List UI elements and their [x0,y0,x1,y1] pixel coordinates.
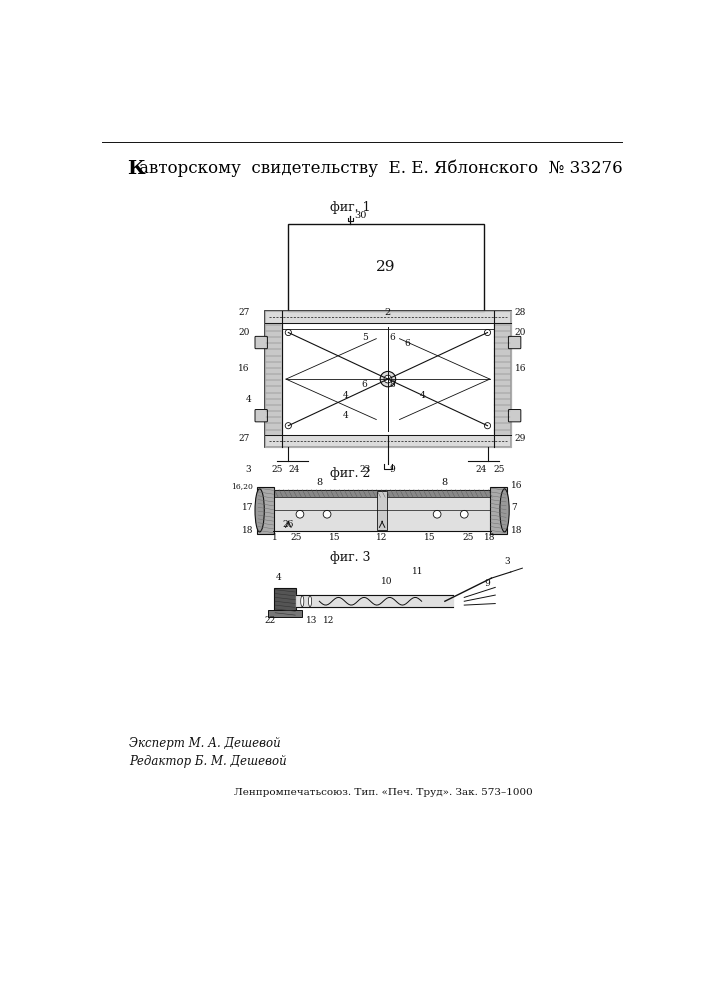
Text: 8: 8 [442,478,448,487]
Text: фиг. 1: фиг. 1 [330,201,370,214]
Circle shape [380,371,396,387]
Text: 1: 1 [271,533,277,542]
Text: 20: 20 [238,328,250,337]
Text: 13: 13 [306,616,317,625]
Circle shape [460,510,468,518]
Text: 4: 4 [420,391,426,400]
Text: 17: 17 [242,503,253,512]
Text: 4: 4 [245,395,251,404]
Circle shape [433,510,441,518]
Circle shape [296,510,304,518]
Text: 5: 5 [362,333,368,342]
FancyBboxPatch shape [508,336,521,349]
Text: фиг. 3: фиг. 3 [330,551,370,564]
Text: 9: 9 [389,465,395,474]
Circle shape [384,375,392,383]
Circle shape [484,423,491,429]
Text: 18: 18 [510,526,522,535]
Text: 23: 23 [359,465,370,474]
Bar [273,490,491,497]
Text: 15: 15 [329,533,341,542]
Text: 9: 9 [484,579,491,588]
Text: Редактор Б. М. Дешевой: Редактор Б. М. Дешевой [129,755,286,768]
Text: 6: 6 [389,333,395,342]
Text: 8: 8 [316,478,322,487]
Bar [288,224,484,311]
Text: 10: 10 [381,577,392,586]
Text: 11: 11 [412,567,423,576]
Ellipse shape [308,596,312,607]
Text: К: К [127,160,145,178]
Text: 4: 4 [342,411,348,420]
Text: 16: 16 [510,481,522,490]
Text: 25: 25 [291,533,302,542]
Text: 3: 3 [245,465,251,474]
Text: 27: 27 [238,434,250,443]
Circle shape [285,329,291,336]
FancyBboxPatch shape [255,336,267,349]
Text: 25: 25 [462,533,474,542]
Text: авторскому  свидетельству  Е. Е. Яблонского  № 33276: авторскому свидетельству Е. Е. Яблонског… [139,160,622,177]
Text: 18: 18 [242,526,253,535]
Text: 20: 20 [515,328,526,337]
Bar [268,610,303,617]
Text: 7: 7 [510,503,517,512]
Text: 24: 24 [289,465,300,474]
Text: 18: 18 [484,533,496,542]
Circle shape [323,510,331,518]
Circle shape [484,329,491,336]
Text: 12: 12 [376,533,387,542]
Bar [265,311,510,447]
FancyBboxPatch shape [508,410,521,422]
Text: 16: 16 [238,364,250,373]
Text: 4: 4 [342,391,348,400]
Text: 30: 30 [354,211,366,220]
Circle shape [285,423,291,429]
Text: 4: 4 [275,573,281,582]
Text: 25: 25 [271,465,283,474]
Text: 22: 22 [265,616,276,625]
Text: 28: 28 [515,308,526,317]
Text: Эксперт М. А. Дешевой: Эксперт М. А. Дешевой [129,737,281,750]
Ellipse shape [300,596,304,607]
Text: 3: 3 [504,557,510,566]
Ellipse shape [255,489,264,532]
Text: 6: 6 [362,380,368,389]
Ellipse shape [500,489,509,532]
Text: 29: 29 [376,260,396,274]
Bar [490,487,507,534]
Bar [273,490,491,531]
Text: Ленпромпечатьсоюз. Тип. «Печ. Труд». Зак. 573–1000: Ленпромпечатьсоюз. Тип. «Печ. Труд». Зак… [233,788,532,797]
Text: 15: 15 [423,533,436,542]
Text: фиг. 2: фиг. 2 [330,467,370,480]
Text: 25: 25 [493,465,505,474]
Text: 16,20: 16,20 [232,482,253,490]
Text: 24: 24 [476,465,487,474]
Bar [257,487,274,534]
Text: 6: 6 [404,339,410,348]
Bar [378,491,387,530]
Text: 2: 2 [385,308,391,317]
Text: 16: 16 [515,364,526,373]
Text: 29: 29 [515,434,526,443]
Bar [274,588,296,615]
Text: 8: 8 [389,380,395,389]
Text: 12: 12 [323,616,334,625]
FancyBboxPatch shape [255,410,267,422]
Text: 26: 26 [283,520,294,529]
Text: 27: 27 [238,308,250,317]
